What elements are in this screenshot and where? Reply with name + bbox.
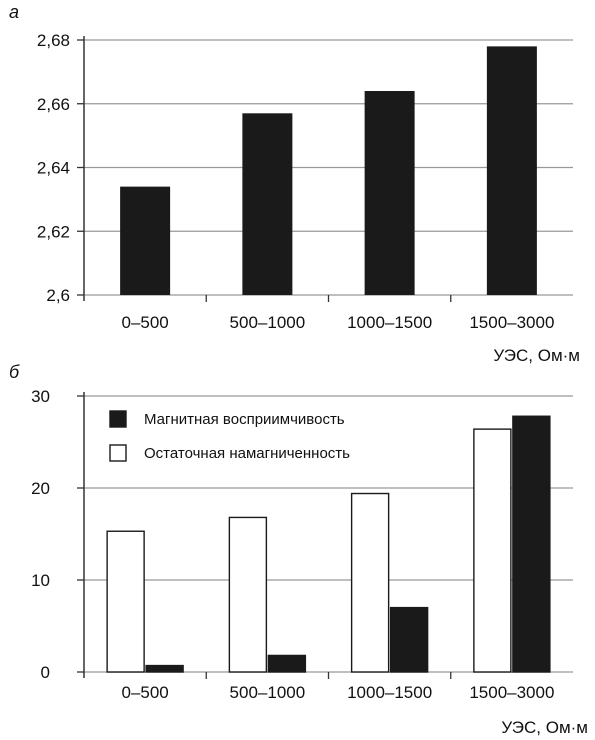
- bar-magnetic-susceptibility: [145, 664, 184, 673]
- bar-remanent-magnetization: [350, 492, 390, 673]
- legend-swatch: [109, 444, 127, 462]
- y-tick-label-a: 2,62: [37, 222, 70, 241]
- bar-a: [364, 91, 415, 295]
- category-label-a: 1500–3000: [469, 313, 554, 332]
- bar-remanent-magnetization: [473, 428, 512, 673]
- category-label-b: 1500–3000: [469, 683, 554, 702]
- x-axis-label-b: УЭС, Ом·м: [501, 718, 588, 737]
- y-tick-label-a: 2,68: [37, 31, 70, 50]
- legend-swatch: [109, 410, 127, 428]
- bar-remanent-magnetization: [228, 516, 268, 673]
- bar-magnetic-susceptibility: [389, 606, 429, 673]
- panel-label-b: б: [9, 362, 20, 382]
- category-label-a: 500–1000: [230, 313, 306, 332]
- y-ticks-b: 0 10 20 30: [31, 387, 50, 682]
- chart-a: а 2,6 2,62 2,64 2,66 2,68 0–500 500–1000 1000–…: [9, 2, 580, 365]
- axes-a: [77, 36, 452, 302]
- legend-label: Магнитная восприимчивость: [144, 411, 345, 428]
- x-ticks-a: 0–500 500–1000 1000–1500 1500–3000: [121, 313, 554, 332]
- panel-label-a: а: [9, 2, 19, 22]
- y-tick-label-a: 2,6: [46, 286, 70, 305]
- axes-b: [77, 392, 452, 679]
- category-label-b: 0–500: [121, 683, 168, 702]
- y-tick-label-a: 2,66: [37, 95, 70, 114]
- bar-a: [486, 46, 537, 295]
- bar-magnetic-susceptibility: [267, 654, 307, 673]
- legend-b: Магнитная восприимчивость Остаточная нама…: [109, 410, 350, 462]
- x-axis-label-a: УЭС, Ом·м: [493, 346, 580, 365]
- y-ticks-a: 2,6 2,62 2,64 2,66 2,68: [37, 31, 70, 305]
- chart-b: б 0 10 20 30 0–500 500–1000 1000–1500 1500–300…: [9, 362, 588, 737]
- y-tick-label-b: 10: [31, 571, 50, 590]
- legend-label: Остаточная намагниченность: [144, 445, 350, 462]
- category-label-a: 0–500: [121, 313, 168, 332]
- bars-b: [106, 415, 551, 673]
- bar-remanent-magnetization: [106, 530, 145, 673]
- category-label-a: 1000–1500: [347, 313, 432, 332]
- bar-a: [242, 113, 293, 295]
- x-ticks-b: 0–500 500–1000 1000–1500 1500–3000: [121, 683, 554, 702]
- y-tick-label-b: 0: [41, 663, 50, 682]
- bars-a: [120, 46, 537, 295]
- bar-a: [120, 186, 171, 295]
- category-label-b: 1000–1500: [347, 683, 432, 702]
- y-tick-label-b: 30: [31, 387, 50, 406]
- bar-magnetic-susceptibility: [512, 415, 551, 673]
- y-tick-label-b: 20: [31, 479, 50, 498]
- y-tick-label-a: 2,64: [37, 159, 70, 178]
- category-label-b: 500–1000: [230, 683, 306, 702]
